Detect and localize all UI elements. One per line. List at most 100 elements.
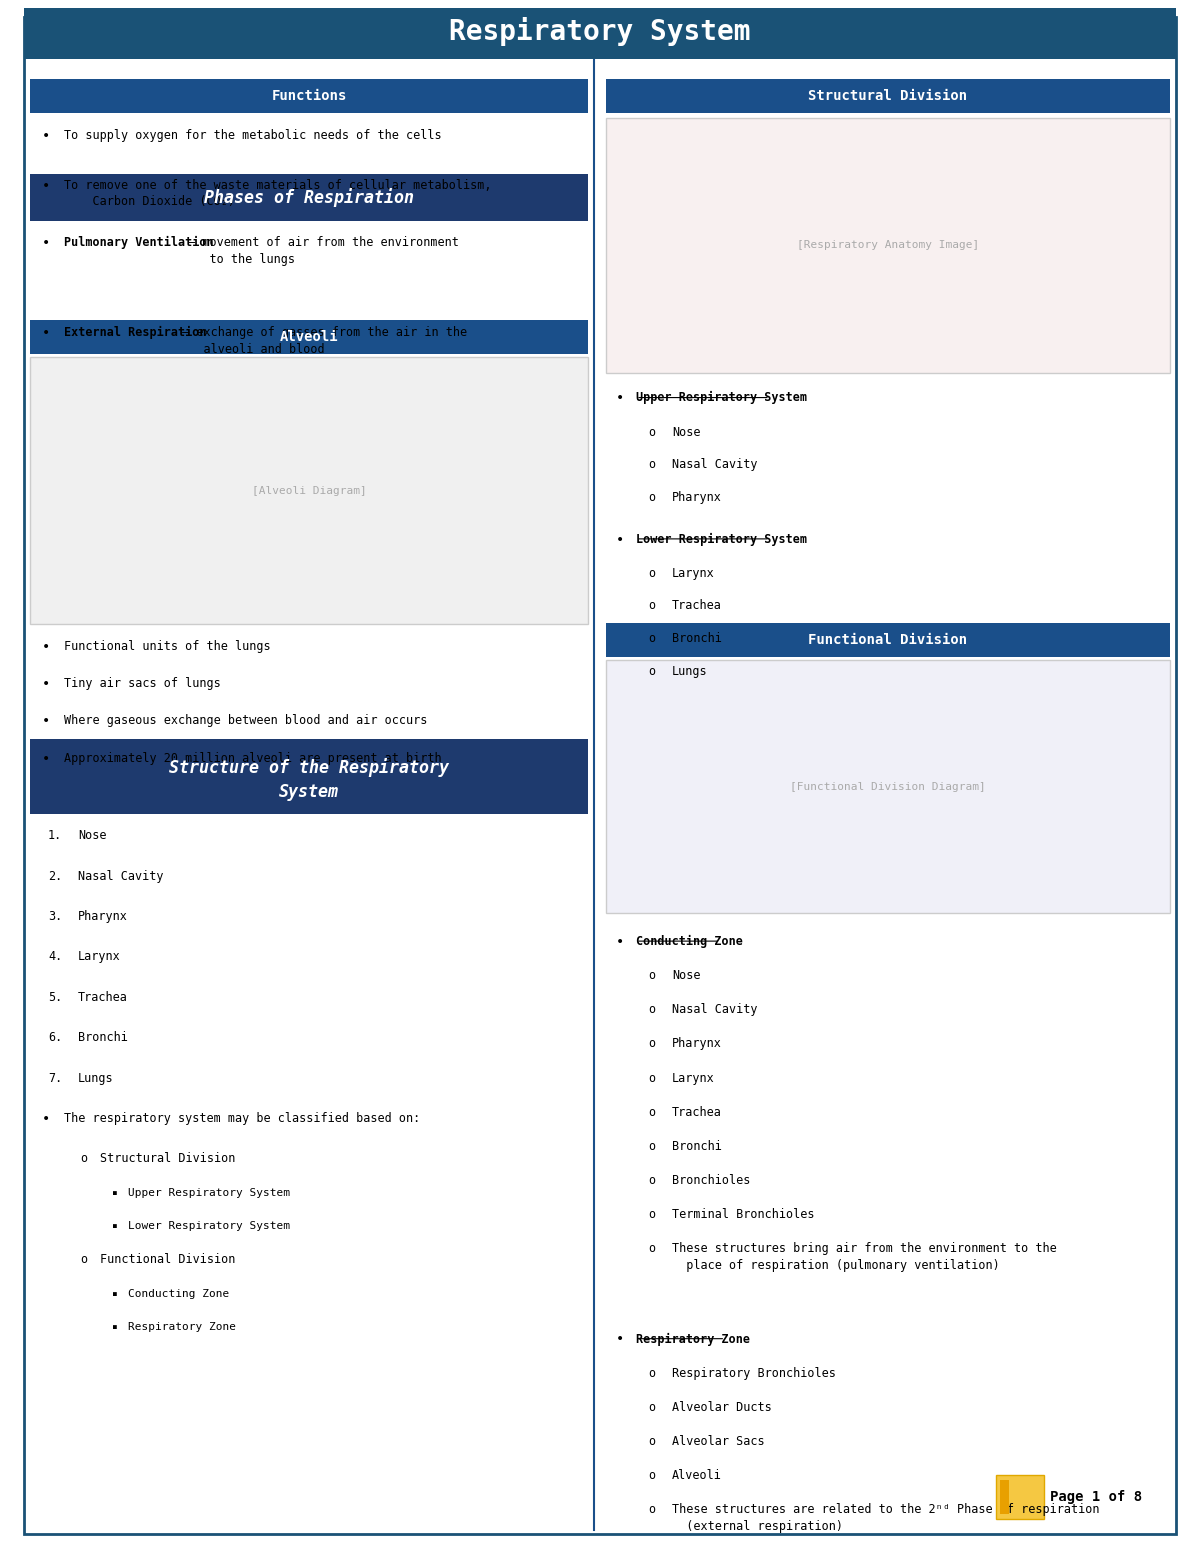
Text: Terminal Bronchioles: Terminal Bronchioles (672, 1208, 815, 1221)
Text: Bronchi: Bronchi (78, 1031, 128, 1044)
Text: Alveoli: Alveoli (672, 1469, 722, 1482)
Text: Conducting Zone: Conducting Zone (636, 935, 743, 947)
Bar (1000, 1480, 1009, 1514)
Text: o: o (648, 1242, 655, 1255)
Text: •: • (616, 533, 624, 547)
Bar (30, 79, 588, 113)
Text: ▪: ▪ (112, 1322, 118, 1331)
Bar (24, 8, 1176, 59)
Text: – exchange of gasses from the air in the
    alveoli and blood: – exchange of gasses from the air in the… (175, 326, 467, 356)
Text: o: o (648, 1072, 655, 1084)
Bar (606, 118, 1170, 373)
Text: Pulmonary Ventilation: Pulmonary Ventilation (64, 236, 214, 248)
Text: Bronchi: Bronchi (672, 1140, 722, 1152)
Text: •: • (42, 1112, 50, 1126)
Bar (30, 739, 588, 814)
Text: o: o (648, 1435, 655, 1447)
Text: o: o (648, 1208, 655, 1221)
Text: o: o (648, 1503, 655, 1516)
Text: 1.: 1. (48, 829, 62, 842)
Text: Pharynx: Pharynx (78, 910, 128, 922)
Text: o: o (648, 426, 655, 438)
Text: Nose: Nose (672, 969, 701, 981)
Text: Functional Division: Functional Division (809, 632, 967, 648)
Text: Conducting Zone: Conducting Zone (128, 1289, 229, 1298)
Text: Nasal Cavity: Nasal Cavity (672, 458, 757, 471)
Text: To remove one of the waste materials of cellular metabolism,
    Carbon Dioxide : To remove one of the waste materials of … (64, 179, 491, 208)
Text: Trachea: Trachea (672, 1106, 722, 1118)
Text: Nasal Cavity: Nasal Cavity (78, 870, 163, 882)
Text: •: • (42, 326, 50, 340)
Text: Respiratory System: Respiratory System (449, 17, 751, 47)
Text: Alveoli: Alveoli (280, 329, 338, 345)
Text: Approximately 20 million alveoli are present at birth: Approximately 20 million alveoli are pre… (64, 752, 442, 764)
Text: Lungs: Lungs (78, 1072, 114, 1084)
Text: Larynx: Larynx (672, 1072, 715, 1084)
Text: o: o (648, 632, 655, 644)
Bar (606, 660, 1170, 913)
Text: o: o (648, 1401, 655, 1413)
Text: 4.: 4. (48, 950, 62, 963)
Text: •: • (616, 391, 624, 405)
Text: Upper Respiratory System: Upper Respiratory System (128, 1188, 290, 1197)
Bar (30, 320, 588, 354)
Text: o: o (648, 567, 655, 579)
Text: External Respiration: External Respiration (64, 326, 206, 339)
Text: ▪: ▪ (112, 1289, 118, 1298)
Text: System: System (278, 783, 340, 801)
Text: Nose: Nose (672, 426, 701, 438)
Bar (606, 79, 1170, 113)
Text: •: • (42, 752, 50, 766)
Bar (30, 174, 588, 221)
Text: •: • (42, 179, 50, 193)
Text: 5.: 5. (48, 991, 62, 1003)
Text: Lungs: Lungs (672, 665, 708, 677)
Text: Nose: Nose (78, 829, 107, 842)
Text: 7.: 7. (48, 1072, 62, 1084)
Text: These structures bring air from the environment to the
  place of respiration (p: These structures bring air from the envi… (672, 1242, 1057, 1272)
Text: o: o (648, 1140, 655, 1152)
Text: o: o (648, 1367, 655, 1379)
Text: Functional Division: Functional Division (100, 1253, 235, 1266)
Text: ▪: ▪ (112, 1188, 118, 1197)
Text: Trachea: Trachea (78, 991, 128, 1003)
Text: 3.: 3. (48, 910, 62, 922)
Text: These structures are related to the 2ⁿᵈ Phase of respiration
  (external respira: These structures are related to the 2ⁿᵈ … (672, 1503, 1099, 1533)
Text: The respiratory system may be classified based on:: The respiratory system may be classified… (64, 1112, 420, 1124)
Text: Respiratory Zone: Respiratory Zone (636, 1332, 750, 1345)
Text: •: • (42, 236, 50, 250)
Text: Where gaseous exchange between blood and air occurs: Where gaseous exchange between blood and… (64, 714, 427, 727)
Text: Functions: Functions (271, 89, 347, 104)
Text: Pharynx: Pharynx (672, 1037, 722, 1050)
Text: ▪: ▪ (112, 1221, 118, 1230)
Text: o: o (648, 665, 655, 677)
Text: o: o (648, 599, 655, 612)
Text: Alveolar Sacs: Alveolar Sacs (672, 1435, 764, 1447)
Text: •: • (616, 935, 624, 949)
Text: Page 1 of 8: Page 1 of 8 (1050, 1489, 1142, 1505)
Text: •: • (42, 714, 50, 728)
Bar (606, 623, 1170, 657)
Text: 6.: 6. (48, 1031, 62, 1044)
Text: Pharynx: Pharynx (672, 491, 722, 503)
Text: Tiny air sacs of lungs: Tiny air sacs of lungs (64, 677, 221, 690)
Text: To supply oxygen for the metabolic needs of the cells: To supply oxygen for the metabolic needs… (64, 129, 442, 141)
Text: Respiratory Zone: Respiratory Zone (128, 1322, 236, 1331)
Text: o: o (648, 491, 655, 503)
Text: [Functional Division Diagram]: [Functional Division Diagram] (790, 781, 986, 792)
Text: Functional units of the lungs: Functional units of the lungs (64, 640, 270, 652)
Text: Upper Respiratory System: Upper Respiratory System (636, 391, 808, 404)
Text: [Respiratory Anatomy Image]: [Respiratory Anatomy Image] (797, 241, 979, 250)
Text: •: • (616, 1332, 624, 1346)
Bar (30, 357, 588, 624)
Text: 2.: 2. (48, 870, 62, 882)
Text: o: o (80, 1253, 88, 1266)
Text: Structure of the Respiratory: Structure of the Respiratory (169, 758, 449, 776)
Text: •: • (42, 677, 50, 691)
Text: o: o (648, 458, 655, 471)
Text: Respiratory Bronchioles: Respiratory Bronchioles (672, 1367, 836, 1379)
Text: o: o (648, 1469, 655, 1482)
Text: Structural Division: Structural Division (100, 1152, 235, 1165)
Text: o: o (648, 1003, 655, 1016)
Text: o: o (648, 969, 655, 981)
